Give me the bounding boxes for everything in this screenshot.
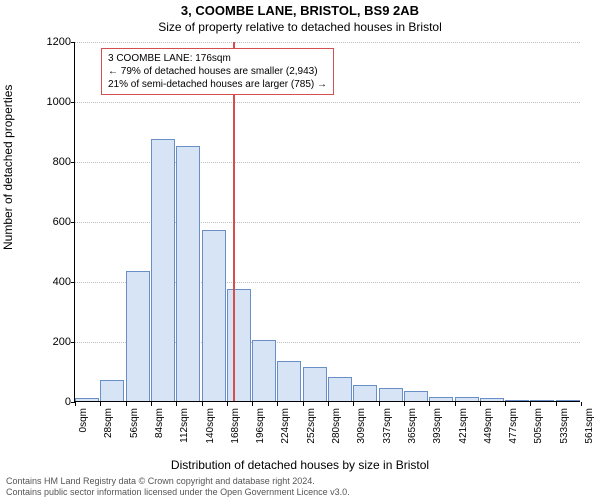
histogram-bar bbox=[100, 380, 124, 401]
x-tick-mark bbox=[277, 402, 278, 406]
annotation-line: 3 COOMBE LANE: 176sqm bbox=[108, 52, 327, 65]
x-tick-label: 280sqm bbox=[331, 408, 342, 444]
histogram-bar bbox=[126, 271, 150, 402]
x-tick-mark bbox=[151, 402, 152, 406]
histogram-bar bbox=[75, 398, 99, 401]
x-tick-mark bbox=[303, 402, 304, 406]
y-tick-label: 0 bbox=[37, 396, 71, 408]
y-tick-mark bbox=[71, 282, 75, 283]
x-tick-label: 393sqm bbox=[432, 408, 443, 444]
annotation-box: 3 COOMBE LANE: 176sqm← 79% of detached h… bbox=[101, 48, 334, 95]
x-tick-mark bbox=[429, 402, 430, 406]
histogram-bar bbox=[151, 139, 175, 402]
x-tick-mark bbox=[404, 402, 405, 406]
histogram-bar bbox=[379, 388, 403, 402]
y-tick-label: 200 bbox=[37, 336, 71, 348]
x-tick-label: 56sqm bbox=[129, 408, 140, 438]
histogram-bar bbox=[505, 400, 529, 402]
x-tick-mark bbox=[126, 402, 127, 406]
reference-line bbox=[233, 42, 235, 401]
y-tick-mark bbox=[71, 222, 75, 223]
x-tick-mark bbox=[505, 402, 506, 406]
x-tick-mark bbox=[353, 402, 354, 406]
y-tick-label: 1000 bbox=[37, 96, 71, 108]
gridline bbox=[75, 42, 580, 43]
footer-line: Contains public sector information licen… bbox=[6, 487, 594, 498]
x-tick-mark bbox=[252, 402, 253, 406]
x-tick-label: 533sqm bbox=[559, 408, 570, 444]
histogram-bar bbox=[429, 397, 453, 402]
y-tick-label: 800 bbox=[37, 156, 71, 168]
x-tick-mark bbox=[480, 402, 481, 406]
y-tick-mark bbox=[71, 342, 75, 343]
x-tick-label: 84sqm bbox=[154, 408, 165, 438]
annotation-line: 21% of semi-detached houses are larger (… bbox=[108, 78, 327, 91]
annotation-line: ← 79% of detached houses are smaller (2,… bbox=[108, 65, 327, 78]
chart-subtitle: Size of property relative to detached ho… bbox=[0, 20, 600, 34]
y-tick-label: 1200 bbox=[37, 36, 71, 48]
histogram-bar bbox=[530, 400, 554, 402]
histogram-bar bbox=[404, 391, 428, 402]
y-tick-mark bbox=[71, 162, 75, 163]
x-tick-label: 561sqm bbox=[584, 408, 595, 444]
x-tick-label: 168sqm bbox=[230, 408, 241, 444]
x-tick-mark bbox=[379, 402, 380, 406]
y-tick-label: 400 bbox=[37, 276, 71, 288]
histogram-bar bbox=[252, 340, 276, 402]
x-tick-label: 365sqm bbox=[407, 408, 418, 444]
x-tick-label: 252sqm bbox=[306, 408, 317, 444]
x-tick-mark bbox=[100, 402, 101, 406]
x-tick-label: 337sqm bbox=[382, 408, 393, 444]
x-axis-label: Distribution of detached houses by size … bbox=[0, 458, 600, 472]
x-tick-label: 421sqm bbox=[458, 408, 469, 444]
x-tick-mark bbox=[75, 402, 76, 406]
x-tick-label: 477sqm bbox=[508, 408, 519, 444]
histogram-bar bbox=[202, 230, 226, 401]
plot-area: 0200400600800100012000sqm28sqm56sqm84sqm… bbox=[74, 42, 580, 402]
x-tick-label: 28sqm bbox=[103, 408, 114, 438]
x-tick-label: 449sqm bbox=[483, 408, 494, 444]
footer-line: Contains HM Land Registry data © Crown c… bbox=[6, 476, 594, 487]
gridline bbox=[75, 102, 580, 103]
x-tick-mark bbox=[202, 402, 203, 406]
chart-title: 3, COOMBE LANE, BRISTOL, BS9 2AB bbox=[0, 3, 600, 18]
histogram-bar bbox=[176, 146, 200, 401]
y-tick-mark bbox=[71, 42, 75, 43]
histogram-bar bbox=[353, 385, 377, 402]
x-tick-label: 0sqm bbox=[78, 408, 89, 432]
histogram-bar bbox=[455, 397, 479, 402]
y-axis-label: Number of detached properties bbox=[1, 85, 15, 250]
y-tick-label: 600 bbox=[37, 216, 71, 228]
x-tick-label: 112sqm bbox=[179, 408, 190, 443]
x-tick-mark bbox=[556, 402, 557, 406]
x-tick-mark bbox=[227, 402, 228, 406]
histogram-bar bbox=[480, 398, 504, 401]
x-tick-label: 140sqm bbox=[205, 408, 216, 444]
histogram-bar bbox=[556, 400, 580, 402]
x-tick-label: 309sqm bbox=[356, 408, 367, 444]
y-tick-mark bbox=[71, 102, 75, 103]
x-tick-mark bbox=[530, 402, 531, 406]
x-tick-mark bbox=[328, 402, 329, 406]
x-tick-mark bbox=[176, 402, 177, 406]
footer-attribution: Contains HM Land Registry data © Crown c… bbox=[0, 474, 600, 500]
histogram-bar bbox=[303, 367, 327, 402]
x-tick-mark bbox=[581, 402, 582, 406]
x-tick-mark bbox=[455, 402, 456, 406]
x-tick-label: 224sqm bbox=[280, 408, 291, 444]
x-tick-label: 505sqm bbox=[533, 408, 544, 444]
x-tick-label: 196sqm bbox=[255, 408, 266, 444]
histogram-bar bbox=[277, 361, 301, 402]
histogram-bar bbox=[227, 289, 251, 402]
histogram-bar bbox=[328, 377, 352, 401]
